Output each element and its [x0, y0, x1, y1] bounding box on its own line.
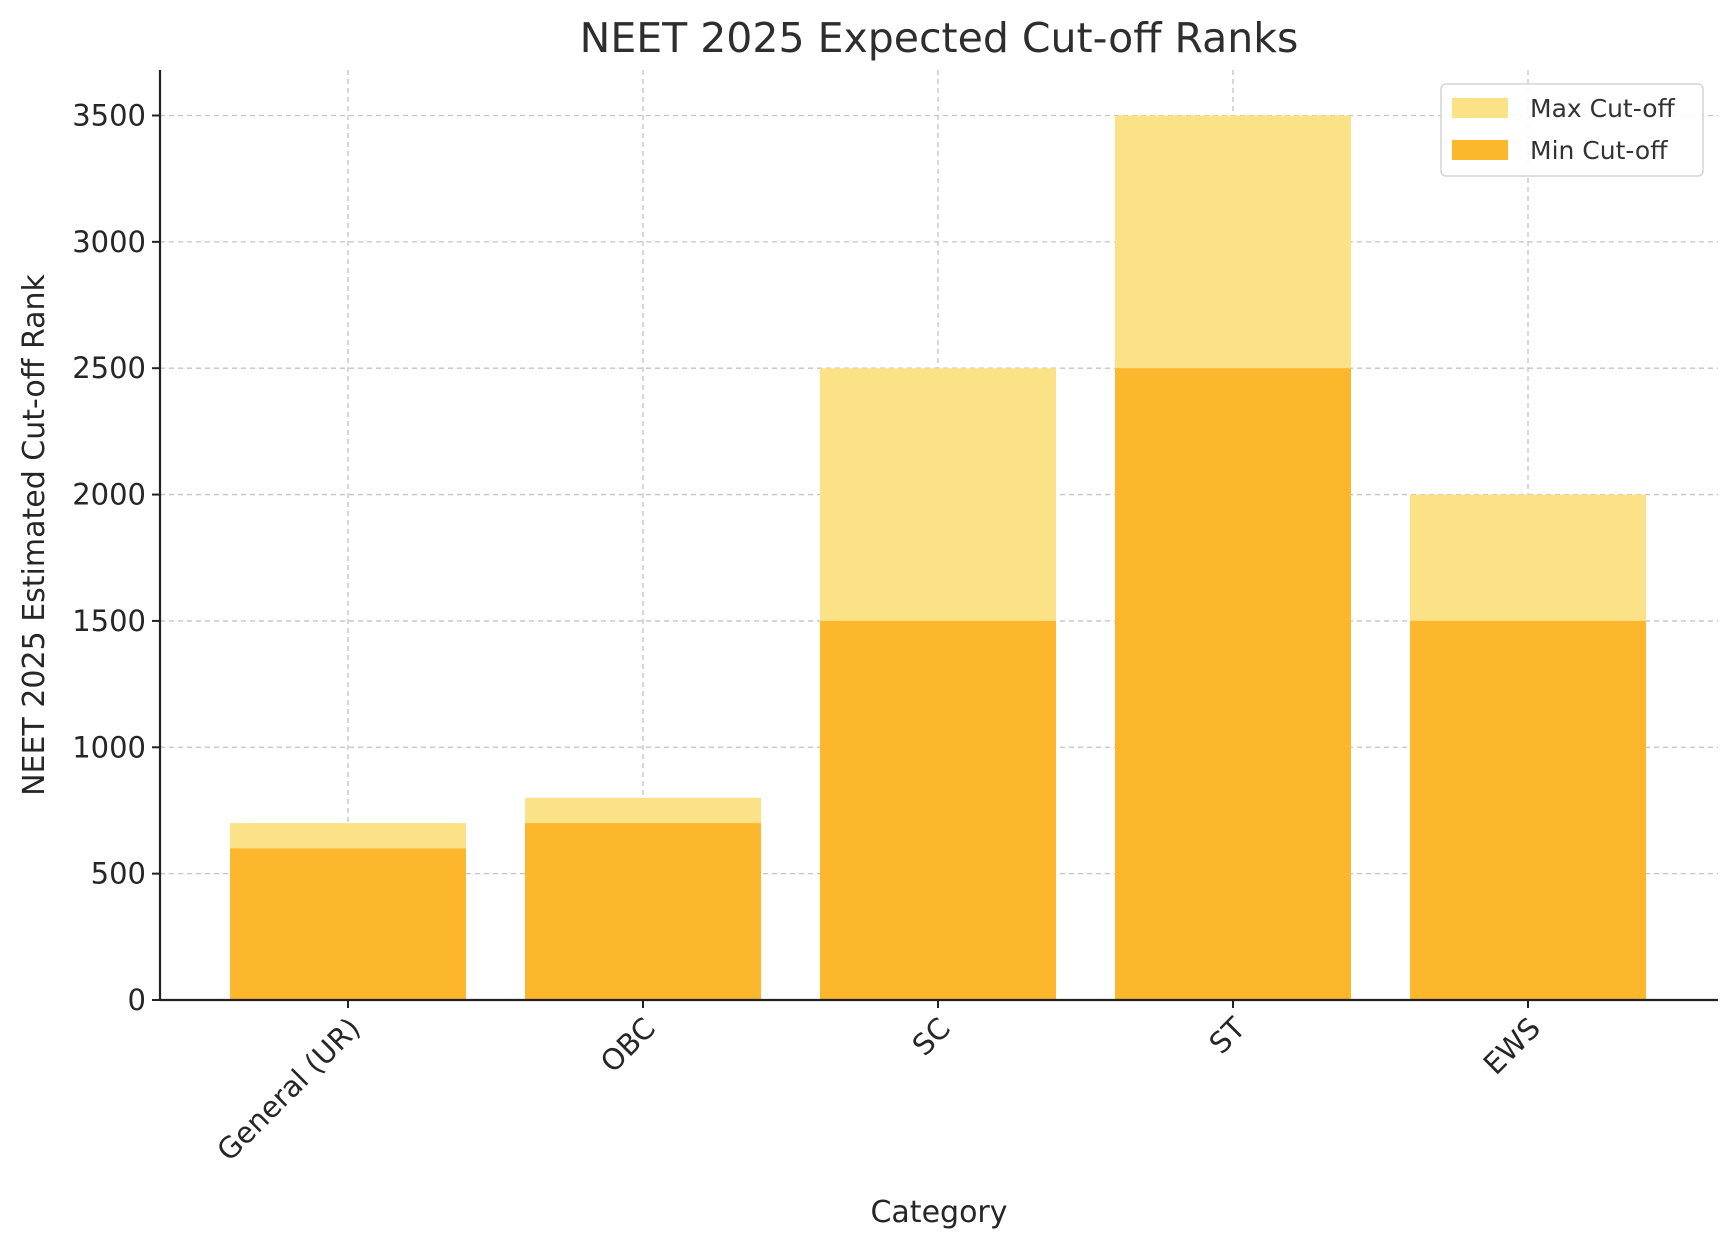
- y-tick-label-2500: 2500: [72, 351, 146, 385]
- x-tick-label-obc: OBC: [594, 1011, 662, 1079]
- legend-label-max-cutoff: Max Cut-off: [1530, 94, 1676, 123]
- y-tick-label-1000: 1000: [72, 730, 146, 764]
- y-tick-label-2000: 2000: [72, 478, 146, 512]
- x-tick-label-general-ur: General (UR): [210, 1011, 367, 1168]
- y-tick-label-0: 0: [128, 983, 146, 1017]
- chart-title: NEET 2025 Expected Cut-off Ranks: [580, 14, 1299, 62]
- x-tick-label-st: ST: [1202, 1011, 1252, 1061]
- legend: Max Cut-off Min Cut-off: [1440, 83, 1704, 177]
- y-tick-label-3500: 3500: [72, 98, 146, 132]
- y-tick-label-3000: 3000: [72, 225, 146, 259]
- bars: [230, 115, 1646, 1000]
- y-tick-label-1500: 1500: [72, 604, 146, 638]
- x-axis-label: Category: [870, 1195, 1007, 1230]
- legend-swatch-max-cutoff: [1452, 98, 1508, 118]
- y-tick-label-500: 500: [91, 857, 146, 891]
- bar-min-cut-off-ews: [1410, 620, 1646, 1000]
- bar-min-cut-off-st: [1115, 368, 1351, 1000]
- bar-min-cut-off-general-ur: [230, 848, 466, 1000]
- legend-swatch-min-cutoff: [1452, 140, 1508, 160]
- bar-min-cut-off-sc: [820, 620, 1056, 1000]
- y-axis-label: NEET 2025 Estimated Cut-off Rank: [17, 273, 52, 795]
- x-tick-label-ews: EWS: [1477, 1011, 1547, 1081]
- bar-min-cut-off-obc: [525, 823, 761, 1000]
- x-tick-label-sc: SC: [906, 1011, 957, 1062]
- legend-label-min-cutoff: Min Cut-off: [1530, 136, 1668, 165]
